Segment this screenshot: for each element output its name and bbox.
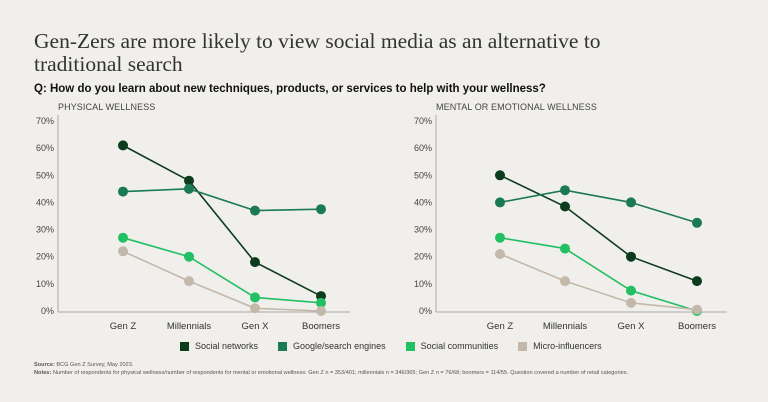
y-tick-label: 0% (419, 306, 432, 316)
data-point (184, 276, 194, 287)
y-tick-label: 10% (36, 279, 54, 289)
data-point (626, 251, 636, 262)
legend-swatch (180, 341, 189, 351)
y-tick-label: 50% (414, 170, 432, 180)
series-line (499, 189, 698, 224)
data-point (626, 297, 636, 308)
y-tick-label: 70% (36, 116, 54, 126)
x-tick-label: Gen Z (110, 321, 137, 332)
panel-title-physical: PHYSICAL WELLNESS (58, 102, 156, 112)
data-point (316, 204, 326, 215)
y-tick-label: 10% (414, 279, 432, 289)
source-text: BCG Gen Z Survey, May 2023. (54, 362, 134, 368)
x-tick-label: Millennials (543, 321, 588, 332)
x-tick-label: Boomers (678, 321, 716, 332)
data-point (184, 183, 194, 194)
y-tick-label: 30% (36, 225, 54, 235)
x-tick-label: Gen X (618, 321, 646, 332)
series-line (499, 236, 698, 312)
data-point (118, 246, 128, 257)
y-tick-label: 20% (36, 252, 54, 262)
series-line (122, 250, 322, 312)
x-tick-label: Millennials (167, 321, 212, 332)
data-point (316, 306, 326, 316)
data-point (495, 232, 505, 243)
data-point (495, 170, 505, 181)
data-point (692, 276, 702, 287)
legend-item: Micro-influencers (518, 341, 602, 351)
notes: Notes: Number of respondents for physica… (34, 370, 628, 376)
notes-label: Notes: (34, 370, 52, 376)
data-point (560, 243, 570, 254)
legend-label: Social communities (420, 341, 499, 351)
data-point (626, 197, 636, 208)
data-point (250, 257, 260, 268)
series-line (122, 144, 322, 297)
data-point (692, 217, 702, 228)
y-tick-label: 40% (414, 197, 432, 207)
legend-label: Micro-influencers (533, 341, 602, 351)
data-point (184, 251, 194, 262)
data-point (560, 201, 570, 212)
data-point (495, 197, 505, 208)
data-point (560, 185, 570, 196)
data-point (626, 285, 636, 296)
data-point (495, 249, 505, 259)
data-point (250, 205, 260, 216)
legend-label: Google/search engines (293, 341, 386, 351)
x-tick-label: Boomers (302, 321, 340, 332)
y-tick-label: 0% (41, 306, 54, 316)
data-point (250, 303, 260, 314)
data-point (692, 304, 702, 315)
data-point (316, 297, 326, 308)
data-point (250, 292, 260, 303)
legend-item: Social communities (405, 341, 499, 351)
y-tick-label: 50% (36, 170, 54, 180)
legend-item: Social networks (180, 341, 258, 351)
data-point (184, 175, 194, 186)
source-note: Source: BCG Gen Z Survey, May 2023. (34, 362, 133, 368)
legend-swatch (518, 341, 528, 351)
y-tick-label: 30% (414, 225, 432, 235)
x-tick-label: Gen Z (487, 321, 514, 332)
data-point (118, 186, 128, 197)
legend-label: Social networks (195, 341, 259, 351)
chart-title: Gen-Zers are more likely to view social … (34, 29, 601, 76)
notes-text: Number of respondents for physical welln… (51, 370, 629, 376)
series-line (499, 253, 698, 311)
data-point (118, 140, 128, 151)
legend-swatch (405, 341, 415, 351)
data-point (560, 276, 570, 287)
y-tick-label: 70% (414, 116, 432, 126)
survey-question: Q: How do you learn about new techniques… (34, 83, 546, 95)
panel-title-mental: MENTAL OR EMOTIONAL WELLNESS (436, 102, 597, 112)
y-tick-label: 40% (36, 197, 54, 207)
y-tick-label: 20% (414, 252, 432, 262)
data-point (118, 232, 128, 243)
legend-swatch (278, 341, 288, 351)
series-line (499, 174, 698, 282)
source-label: Source: (34, 362, 55, 368)
y-tick-label: 60% (414, 143, 432, 153)
legend: Social networks Google/search engines So… (180, 341, 602, 351)
series-line (122, 236, 322, 304)
legend-item: Google/search engines (278, 341, 386, 351)
x-tick-label: Gen X (242, 321, 270, 332)
y-tick-label: 60% (36, 143, 54, 153)
series-line (122, 188, 322, 212)
